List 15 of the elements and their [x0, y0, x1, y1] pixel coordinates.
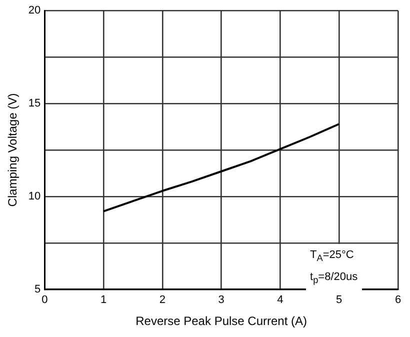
- x-tick-label: 2: [159, 294, 166, 306]
- y-axis-title: Clamping Voltage (V): [6, 93, 20, 207]
- x-tick-label: 4: [277, 294, 284, 306]
- x-tick-label: 0: [42, 294, 48, 306]
- x-axis-title: Reverse Peak Pulse Current (A): [136, 314, 308, 328]
- y-tick-label: 5: [34, 283, 41, 296]
- x-tick-label: 5: [336, 294, 342, 306]
- x-tick-label: 1: [100, 294, 107, 306]
- x-tick-label: 6: [394, 294, 402, 306]
- y-tick-label: 10: [28, 190, 41, 202]
- annotation: T$_{A}$=25°C: [310, 248, 355, 266]
- y-tick-label: 15: [28, 98, 41, 110]
- y-tick-label: 20: [28, 4, 41, 17]
- x-tick-label: 3: [218, 294, 224, 306]
- annotation: t$_{p}$=8/20us: [310, 270, 358, 288]
